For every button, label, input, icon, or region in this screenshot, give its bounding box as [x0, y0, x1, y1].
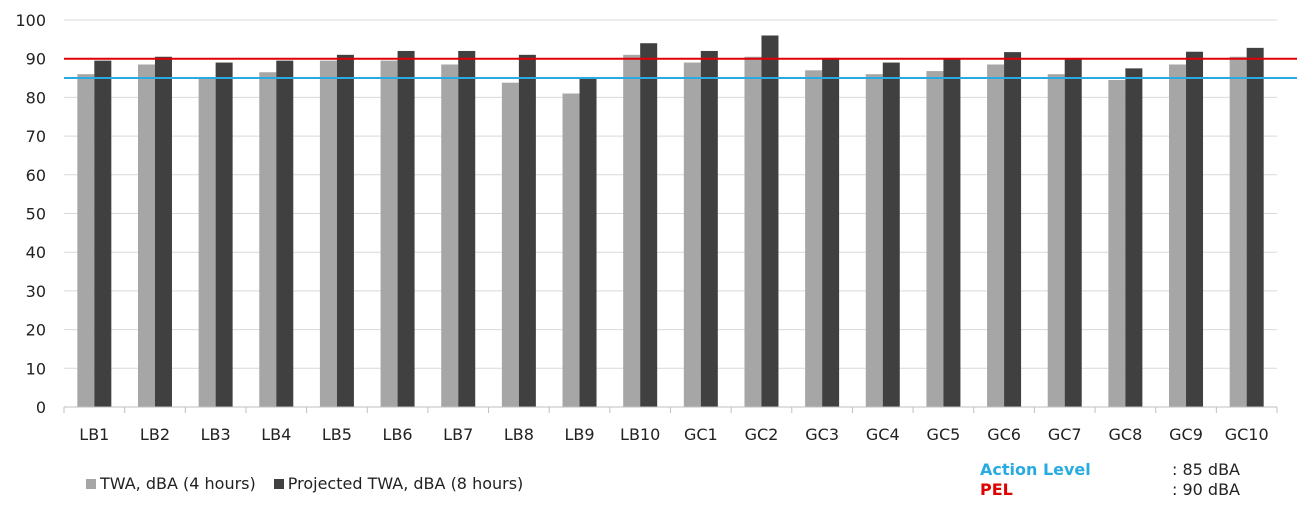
bar-twa-4h-lb10 — [623, 54, 641, 408]
y-axis: 0 10 20 30 40 50 60 70 80 90 100 — [15, 11, 46, 417]
bar-twa-4h-lb2 — [137, 64, 155, 407]
x-tick-label: LB7 — [443, 425, 473, 444]
action-level-label: Action Level — [980, 460, 1091, 479]
x-tick-label: GC4 — [866, 425, 900, 444]
bar-projected-twa-8h-lb9 — [579, 78, 597, 407]
x-tick-label: GC3 — [805, 425, 839, 444]
y-tick-label: 10 — [26, 359, 46, 378]
bar-projected-twa-8h-gc6 — [1004, 52, 1022, 407]
x-tick-label: LB1 — [79, 425, 109, 444]
bar-projected-twa-8h-gc1 — [700, 50, 718, 408]
bar-projected-twa-8h-gc4 — [882, 62, 900, 407]
limit-legend: Action Level : 85 dBA PEL : 90 dBA — [980, 460, 1240, 500]
x-axis: LB1 LB2 LB3 LB4 LB5 LB6 LB7 LB8 LB9 LB10 GC1 GC2 GC3… — [63, 406, 1278, 444]
x-tick-label: GC2 — [745, 425, 779, 444]
bar-twa-4h-lb5 — [319, 60, 337, 407]
bar-projected-twa-8h-lb5 — [336, 54, 354, 408]
bar-projected-twa-8h-lb7 — [458, 50, 476, 408]
pel-value: : 90 dBA — [1172, 480, 1240, 499]
legend: TWA, dBA (4 hours) Projected TWA, dBA (8… — [86, 474, 541, 493]
gridlines — [64, 19, 1277, 369]
legend-swatch-projected-twa-8h — [273, 478, 284, 489]
reference-lines — [64, 57, 1297, 80]
bar-projected-twa-8h-lb10 — [640, 43, 658, 407]
bar-twa-4h-lb3 — [198, 78, 216, 408]
bars — [77, 35, 1264, 408]
x-tick-label: LB9 — [564, 425, 594, 444]
y-tick-label: 100 — [15, 11, 46, 30]
y-tick-label: 50 — [26, 205, 46, 224]
legend-label-projected-twa-8h: Projected TWA, dBA (8 hours) — [287, 474, 524, 493]
bar-twa-4h-lb8 — [501, 82, 519, 407]
bar-twa-4h-gc9 — [1169, 64, 1187, 407]
bar-twa-4h-gc2 — [744, 56, 762, 407]
y-tick-label: 40 — [26, 243, 46, 262]
bar-projected-twa-8h-lb8 — [518, 54, 536, 408]
x-tick-label: LB10 — [620, 425, 660, 444]
bar-twa-4h-gc6 — [987, 64, 1005, 407]
bar-twa-4h-gc5 — [926, 71, 944, 408]
action-level-row: Action Level : 85 dBA — [980, 460, 1240, 480]
bar-twa-4h-gc4 — [865, 74, 883, 408]
bar-projected-twa-8h-lb4 — [276, 60, 294, 407]
x-tick-label: LB6 — [383, 425, 413, 444]
bar-projected-twa-8h-lb6 — [397, 50, 415, 408]
bar-projected-twa-8h-gc2 — [761, 35, 779, 407]
x-tick-label: GC8 — [1109, 425, 1143, 444]
pel-row: PEL : 90 dBA — [980, 480, 1240, 500]
bar-twa-4h-gc7 — [1047, 74, 1065, 408]
x-tick-label: GC10 — [1225, 425, 1269, 444]
legend-label-twa-4h: TWA, dBA (4 hours) — [100, 474, 256, 493]
y-tick-label: 20 — [26, 321, 46, 340]
bar-twa-4h-lb1 — [77, 74, 95, 408]
x-tick-label: LB5 — [322, 425, 352, 444]
x-tick-label: LB3 — [201, 425, 231, 444]
bar-projected-twa-8h-gc5 — [943, 58, 961, 407]
x-tick-label: GC1 — [684, 425, 718, 444]
bar-projected-twa-8h-lb3 — [215, 62, 233, 407]
y-tick-label: 0 — [36, 398, 46, 417]
bar-twa-4h-gc8 — [1108, 79, 1126, 408]
x-tick-label: GC9 — [1169, 425, 1203, 444]
bar-twa-4h-lb4 — [259, 72, 277, 408]
y-tick-label: 30 — [26, 282, 46, 301]
bar-twa-4h-gc10 — [1229, 56, 1247, 407]
bar-projected-twa-8h-lb1 — [94, 60, 112, 407]
x-tick-label: GC5 — [927, 425, 961, 444]
bar-projected-twa-8h-gc8 — [1125, 68, 1143, 407]
legend-item-twa-4h: TWA, dBA (4 hours) — [86, 474, 256, 493]
bar-twa-4h-gc3 — [805, 70, 823, 407]
pel-label: PEL — [980, 480, 1013, 499]
action-level-value: : 85 dBA — [1172, 460, 1240, 479]
x-tick-label: LB2 — [140, 425, 170, 444]
y-tick-label: 90 — [26, 50, 46, 69]
y-tick-label: 80 — [26, 88, 46, 107]
x-tick-label: LB4 — [261, 425, 291, 444]
bar-projected-twa-8h-gc10 — [1246, 47, 1264, 407]
bar-twa-4h-lb6 — [380, 60, 398, 407]
bar-twa-4h-gc1 — [683, 62, 701, 407]
bar-projected-twa-8h-gc9 — [1186, 51, 1204, 407]
bar-projected-twa-8h-lb2 — [154, 56, 172, 407]
bar-projected-twa-8h-gc7 — [1064, 59, 1082, 407]
x-tick-label: LB8 — [504, 425, 534, 444]
bar-twa-4h-lb9 — [562, 93, 580, 407]
x-tick-label: GC7 — [1048, 425, 1082, 444]
legend-swatch-twa-4h — [86, 478, 96, 489]
x-tick-label: GC6 — [987, 425, 1021, 444]
legend-item-projected-twa-8h: Projected TWA, dBA (8 hours) — [273, 474, 524, 493]
bar-projected-twa-8h-gc3 — [822, 57, 840, 408]
y-tick-label: 70 — [26, 127, 46, 146]
bar-twa-4h-lb7 — [441, 64, 459, 407]
y-tick-label: 60 — [26, 166, 46, 185]
